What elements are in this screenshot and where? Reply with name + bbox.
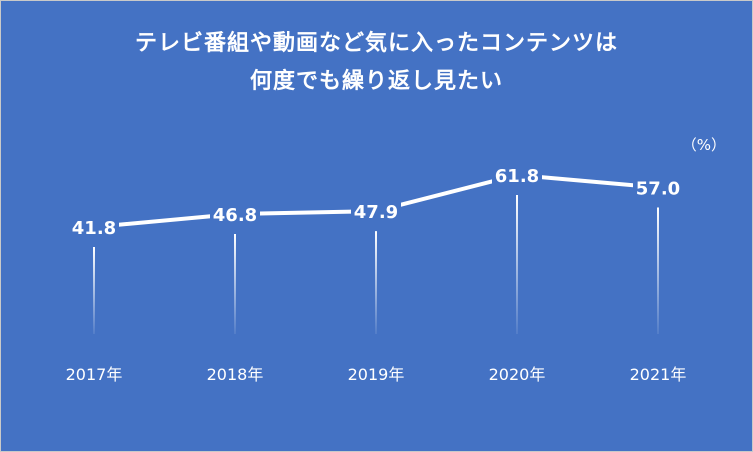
x-tick-label: 2021年	[630, 365, 687, 384]
drop-line	[93, 247, 95, 334]
data-label: 61.8	[495, 166, 539, 187]
chart-title-line-1: テレビ番組や動画など気に入ったコンテンツは	[134, 31, 618, 56]
data-label-background	[210, 201, 260, 227]
data-label: 47.9	[354, 202, 398, 223]
data-label-background	[69, 214, 119, 240]
data-label-background	[351, 198, 401, 225]
drop-line	[234, 234, 236, 334]
data-label: 41.8	[72, 218, 116, 239]
x-tick-label: 2020年	[489, 365, 546, 384]
drop-line	[516, 195, 518, 334]
data-label-background	[633, 174, 683, 201]
drop-line	[657, 207, 659, 334]
data-label: 46.8	[213, 205, 257, 226]
chart-title-line-2: 何度でも繰り返し見たい	[249, 69, 503, 94]
data-label: 57.0	[636, 178, 680, 199]
drop-line	[375, 231, 377, 334]
data-label-background	[492, 162, 542, 188]
x-tick-label: 2017年	[66, 365, 123, 384]
unit-label: （%）	[681, 136, 726, 154]
x-tick-label: 2019年	[348, 365, 405, 384]
x-tick-label: 2018年	[207, 365, 264, 384]
